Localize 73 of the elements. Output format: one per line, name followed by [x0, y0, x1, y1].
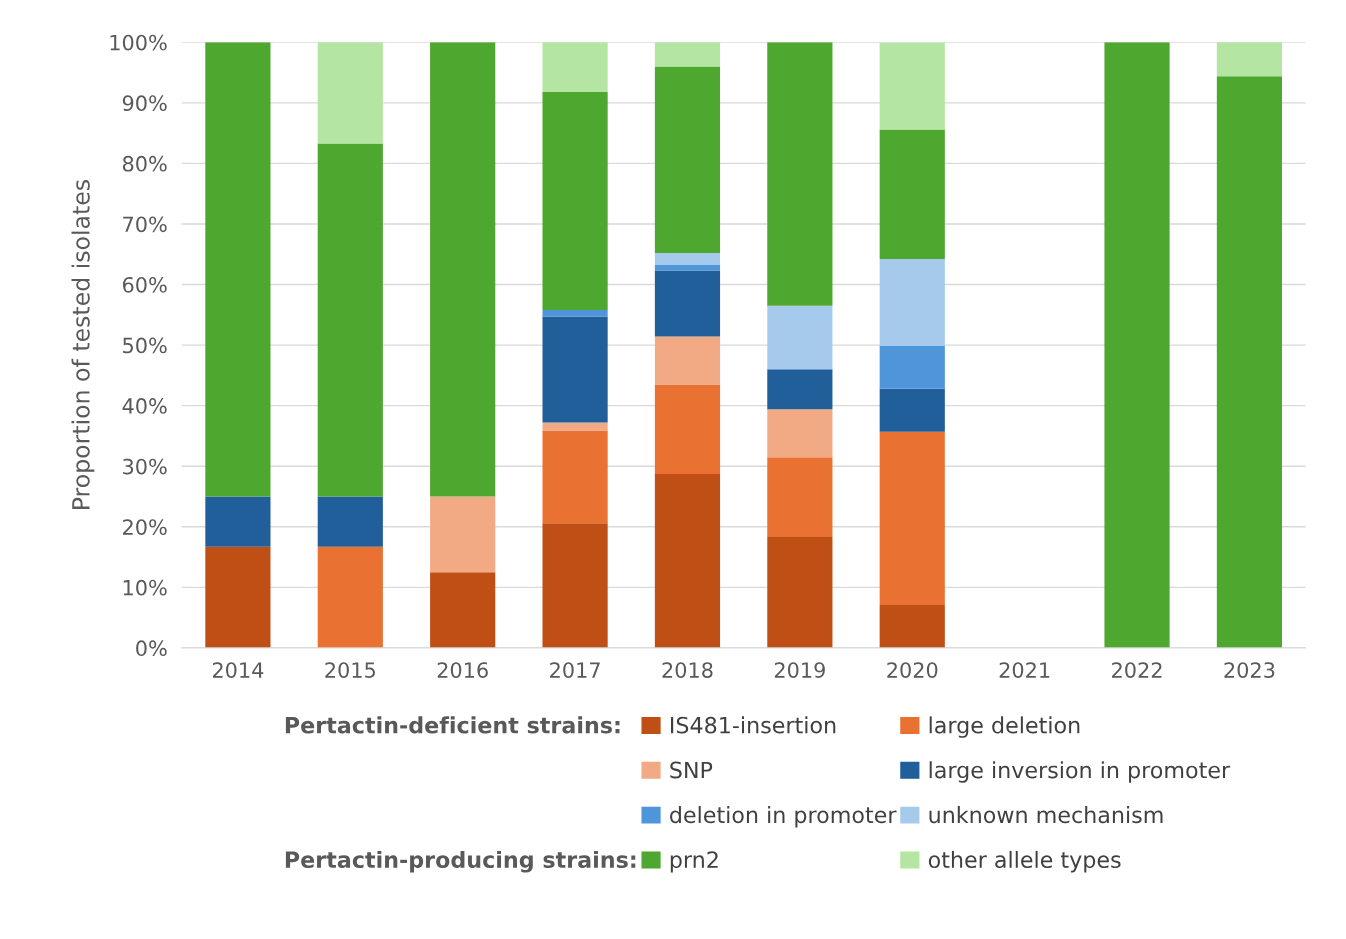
bar — [767, 305, 833, 370]
y-tick-label: 100% — [110, 34, 167, 51]
bar — [879, 604, 945, 648]
x-tick-label: 2018 — [662, 662, 713, 678]
bar — [542, 316, 608, 423]
y-tick-label: 70% — [123, 216, 167, 233]
bar — [205, 496, 271, 547]
bar — [317, 143, 383, 497]
bar — [654, 66, 721, 254]
y-tick-label: 20% — [123, 519, 167, 535]
y-axis-title: Proportion of tested isolates — [71, 180, 95, 509]
legend-label: unknown mechanism — [929, 806, 1163, 824]
bar — [317, 496, 383, 547]
bar — [767, 409, 833, 458]
y-tick-label: 0% — [136, 640, 167, 657]
legend-label: SNP — [670, 761, 713, 779]
bar — [767, 537, 833, 648]
bar — [205, 546, 271, 648]
bar — [767, 369, 833, 410]
legend-label: prn2 — [670, 851, 718, 873]
x-tick-label: 2014 — [212, 662, 264, 678]
legend-label: large deletion — [929, 716, 1080, 738]
legend-label: other allele types — [928, 850, 1121, 873]
bar — [879, 42, 945, 130]
x-tick-label: 2022 — [1112, 662, 1162, 678]
bar — [542, 42, 608, 92]
y-tick-label: 30% — [123, 458, 167, 475]
x-tick-label: 2020 — [887, 662, 938, 678]
y-tick-label: 50% — [123, 337, 167, 354]
legend-label: deletion in promoter — [670, 806, 897, 828]
y-tick-label: 80% — [122, 155, 167, 172]
x-tick-label: 2019 — [774, 662, 825, 678]
y-tick-label: 60% — [122, 276, 167, 293]
text: Pertactin-producing strains: — [285, 850, 636, 873]
bar — [767, 42, 833, 306]
bar — [1216, 76, 1283, 648]
bar — [1216, 42, 1283, 77]
bar — [317, 42, 383, 144]
bar — [879, 388, 945, 432]
x-tick-label: 2023 — [1224, 662, 1275, 678]
bar — [654, 264, 721, 271]
bar — [542, 430, 608, 524]
x-tick-label: 2015 — [325, 662, 375, 678]
bar — [205, 42, 271, 497]
bar — [879, 259, 945, 346]
bar — [430, 572, 496, 648]
legend-label: IS481-insertion — [671, 716, 836, 734]
x-tick-label: 2017 — [550, 662, 600, 678]
bar — [654, 253, 721, 265]
bar — [654, 270, 721, 337]
legend-label: large inversion in promoter — [929, 761, 1231, 783]
bar — [430, 42, 496, 497]
bar — [542, 422, 608, 431]
bar — [542, 309, 608, 317]
bar — [879, 431, 945, 605]
bar — [1104, 42, 1170, 648]
bar — [542, 91, 608, 310]
bar — [879, 345, 945, 389]
bar — [654, 384, 721, 475]
y-tick-label: 40% — [122, 398, 167, 414]
bar — [879, 129, 945, 260]
bar — [654, 474, 721, 648]
y-tick-label: 90% — [122, 95, 167, 112]
bar — [430, 496, 496, 573]
bar — [767, 457, 833, 538]
bar — [654, 336, 721, 385]
y-tick-label: 10% — [123, 579, 167, 596]
bar — [317, 546, 383, 648]
bar — [654, 42, 721, 67]
x-tick-label: 2016 — [437, 662, 488, 678]
text: Pertactin-deficient strains: — [285, 716, 620, 734]
bar — [542, 523, 608, 648]
x-tick-label: 2021 — [999, 662, 1050, 678]
